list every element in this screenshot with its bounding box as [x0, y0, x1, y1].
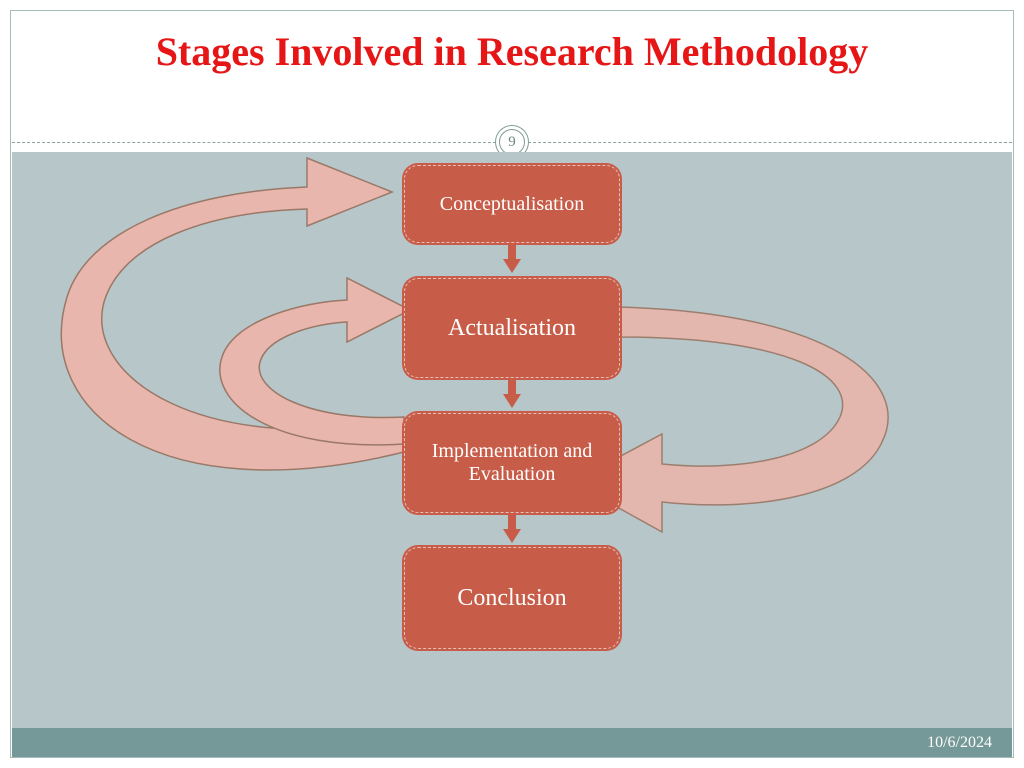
connector-stem-2	[508, 515, 516, 529]
slide-title: Stages Involved in Research Methodology	[0, 28, 1024, 75]
slide-date: 10/6/2024	[927, 734, 992, 752]
stage-box-3: Conclusion	[404, 547, 620, 649]
stage-label: Actualisation	[434, 315, 590, 342]
connector-arrow-2	[503, 529, 521, 543]
stage-label: Implementation and Evaluation	[405, 440, 619, 486]
stage-label: Conclusion	[443, 585, 580, 612]
stage-box-1: Actualisation	[404, 278, 620, 378]
stage-box-0: Conceptualisation	[404, 165, 620, 243]
stage-box-2: Implementation and Evaluation	[404, 413, 620, 513]
footer-bar	[12, 728, 1012, 757]
connector-stem-0	[508, 245, 516, 259]
connector-arrow-1	[503, 394, 521, 408]
stage-label: Conceptualisation	[426, 193, 598, 216]
page-number: 9	[508, 134, 516, 151]
connector-arrow-0	[503, 259, 521, 273]
connector-stem-1	[508, 380, 516, 394]
